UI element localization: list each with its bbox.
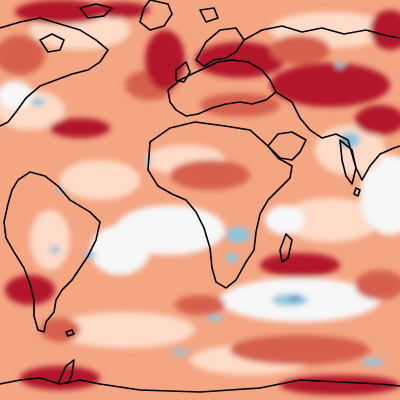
coastline-svalbard	[199, 7, 219, 23]
coastline-south-america	[3, 171, 101, 333]
coastline-madagascar	[279, 233, 293, 263]
coastline-arctic-islands	[79, 3, 113, 19]
coastline-africa	[147, 121, 293, 289]
coastline-antarctica	[0, 377, 400, 393]
coastline-arabia	[267, 131, 307, 161]
coastline-antarctic-peninsula	[57, 359, 75, 385]
coastline-asia	[275, 91, 400, 181]
coastline-hudson	[39, 33, 65, 53]
coastline-europe	[167, 59, 277, 117]
coastline-sri-lanka	[353, 187, 361, 197]
coastline-greenland	[139, 0, 173, 31]
coastline-scandinavia	[195, 27, 245, 67]
coastline-india	[339, 139, 357, 185]
coastline-north-america	[0, 17, 109, 127]
coastline-russia-north	[243, 25, 400, 41]
coastline-falklands	[65, 329, 75, 337]
coastline-british-isles	[175, 61, 191, 83]
